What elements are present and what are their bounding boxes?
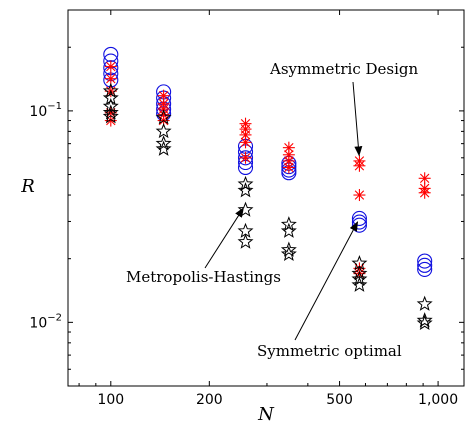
- asterisk-marker: [104, 60, 117, 73]
- asterisk-marker: [239, 151, 252, 164]
- asterisk-marker: [104, 72, 117, 85]
- x-tick-label: 500: [326, 392, 353, 408]
- annotation-text: Asymmetric Design: [269, 60, 418, 78]
- data-marks: [102, 46, 433, 331]
- y-tick-label: 10−1: [29, 101, 62, 120]
- annotation-text: Metropolis-Hastings: [126, 268, 281, 286]
- star-marker: [102, 108, 119, 124]
- y-axis-label: R: [20, 176, 35, 197]
- star-marker: [102, 89, 119, 105]
- x-axis-label: N: [257, 404, 275, 425]
- asterisk-marker: [282, 154, 295, 167]
- annotation-arrow: [352, 81, 363, 157]
- circle-marker: [417, 261, 433, 277]
- star-marker: [102, 82, 119, 98]
- star-marker: [416, 295, 433, 311]
- asterisk-marker: [353, 189, 366, 202]
- star-marker: [351, 265, 368, 281]
- y-tick-label: 10−2: [29, 312, 62, 331]
- star-marker: [351, 276, 368, 292]
- star-marker: [237, 233, 254, 249]
- axis-ticks: 100 200 500 1,000 10−1 10−2: [29, 10, 464, 408]
- x-tick-label: 1,000: [418, 392, 458, 408]
- circle-marker: [351, 210, 367, 226]
- star-marker: [237, 182, 254, 198]
- asterisk-marker: [239, 128, 252, 141]
- star-marker: [280, 245, 297, 261]
- annotation-arrow: [204, 207, 244, 269]
- star-marker: [155, 140, 172, 156]
- asterisk-marker: [239, 136, 252, 149]
- star-marker: [280, 222, 297, 238]
- star-marker: [416, 312, 433, 328]
- asterisk-marker: [418, 186, 431, 199]
- star-marker: [155, 135, 172, 151]
- annotation-arrow: [294, 221, 359, 341]
- circle-marker: [237, 150, 254, 166]
- annotations: Asymmetric Design Metropolis-Hastings Symm…: [126, 60, 418, 360]
- star-marker: [280, 241, 297, 257]
- star-marker: [155, 109, 172, 125]
- star-marker: [416, 314, 433, 331]
- star-marker: [102, 104, 119, 120]
- plot-area: [67, 9, 465, 387]
- circle-marker: [417, 253, 433, 269]
- asterisk-marker: [353, 159, 366, 172]
- star-marker: [155, 122, 172, 139]
- asterisk-marker: [282, 161, 295, 174]
- star-marker: [237, 175, 254, 192]
- star-marker: [351, 270, 368, 286]
- annotation-text: Symmetric optimal: [257, 342, 402, 360]
- circle-marker: [417, 257, 433, 273]
- x-tick-label: 100: [97, 392, 124, 408]
- star-marker: [280, 216, 297, 232]
- asterisk-marker: [418, 172, 431, 185]
- x-tick-label: 200: [196, 392, 223, 408]
